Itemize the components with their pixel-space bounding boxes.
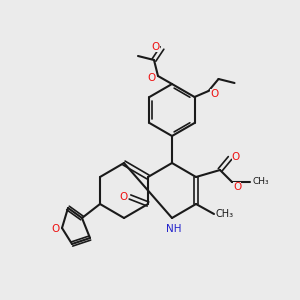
Text: O: O	[120, 192, 128, 202]
Text: CH₃: CH₃	[216, 209, 234, 219]
Text: O: O	[210, 89, 219, 99]
Text: O: O	[233, 182, 241, 192]
Text: O: O	[152, 42, 160, 52]
Text: CH₃: CH₃	[253, 178, 269, 187]
Text: O: O	[148, 73, 156, 83]
Text: O: O	[232, 152, 240, 162]
Text: O: O	[51, 224, 59, 234]
Text: NH: NH	[166, 224, 182, 234]
